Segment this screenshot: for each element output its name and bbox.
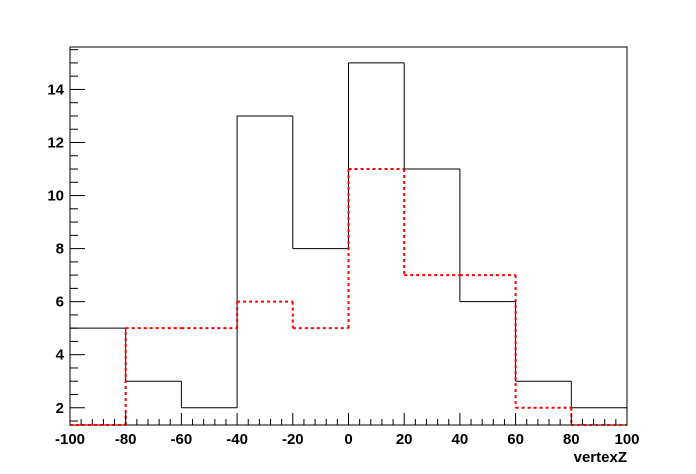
series-layer [69,62,628,426]
y-tick-label: 12 [47,134,64,151]
x-tick-label: -80 [115,431,137,448]
y-tick-label: 14 [47,81,64,98]
x-tick-label: 0 [344,431,352,448]
x-tick-label: -60 [171,431,193,448]
y-tick-label: 2 [56,400,64,417]
x-axis-title: vertexZ [574,449,627,466]
y-tick-label: 10 [47,188,64,205]
x-tick-label: 100 [614,431,639,448]
y-tick-label: 6 [56,294,64,311]
x-tick-label: 60 [507,431,524,448]
x-tick-label: 20 [396,431,413,448]
x-tick-label: 80 [563,431,580,448]
y-axis: 2 4 6 8 10 12 14 [47,49,85,422]
x-tick-label: -20 [282,431,304,448]
x-tick-label: 40 [452,431,469,448]
y-tick-label: 4 [56,347,65,364]
y-tick-label: 8 [56,241,64,258]
x-axis: -100 -80 -60 -40 -20 0 20 40 60 80 100 [55,413,640,448]
x-tick-label: -40 [226,431,248,448]
x-tick-label: -100 [55,431,85,448]
